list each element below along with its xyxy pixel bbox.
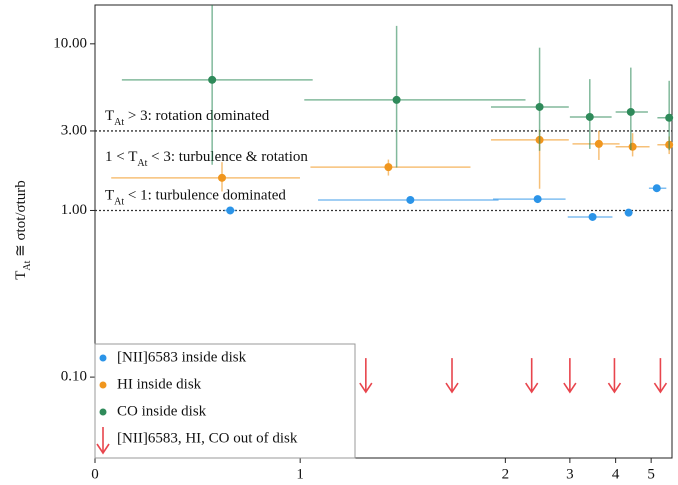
- x-tick-label: 5: [647, 466, 655, 482]
- y-tick-label: 1.00: [61, 202, 87, 218]
- upper-limit: [653, 358, 668, 394]
- legend-marker: [99, 381, 107, 389]
- data-point: [208, 75, 217, 84]
- legend-label: CO inside disk: [117, 403, 207, 419]
- upper-limit: [607, 358, 622, 394]
- data-point: [594, 139, 603, 148]
- upper-limit-head: [445, 382, 459, 394]
- legend-marker: [99, 354, 107, 362]
- upper-limit: [525, 358, 539, 394]
- legend-label: [NII]6583, HI, CO out of disk: [117, 430, 298, 446]
- data-point: [406, 195, 415, 204]
- y-axis-label-part: T: [13, 271, 29, 280]
- data-point: [392, 95, 401, 104]
- legend-box: [94, 343, 356, 459]
- data-point: [384, 163, 393, 172]
- upper-limit-head: [607, 382, 622, 394]
- data-point: [652, 184, 661, 193]
- upper-limit-head: [359, 382, 373, 394]
- upper-limit: [359, 358, 373, 394]
- data-point: [624, 208, 633, 217]
- annotation: TAt > 3: rotation dominated: [105, 108, 270, 127]
- legend-label: [NII]6583 inside disk: [117, 349, 247, 365]
- upper-limit-head: [525, 382, 539, 394]
- annotation-part: < 1: turbulence dominated: [124, 188, 286, 204]
- data-point: [226, 206, 235, 215]
- data-point: [218, 173, 227, 182]
- data-point: [535, 102, 544, 111]
- plot-frame: [94, 4, 673, 459]
- y-axis-label-part: At: [22, 260, 33, 270]
- annotation-part: < 3: turbulence & rotation: [147, 150, 308, 166]
- annotation-part: 1 < T: [105, 150, 137, 166]
- data-point: [533, 195, 542, 204]
- legend-marker-head: [96, 443, 110, 455]
- y-axis-label-part: ≅ σtot/σturb: [13, 180, 29, 260]
- annotation-part: At: [114, 117, 124, 128]
- upper-limit: [445, 358, 459, 394]
- annotation: 1 < TAt < 3: turbulence & rotation: [105, 150, 308, 169]
- legend-marker: [96, 427, 110, 455]
- annotation-part: At: [114, 196, 124, 207]
- y-tick-label: 10.00: [53, 35, 87, 51]
- x-tick-label: 3: [566, 466, 574, 482]
- y-tick-label: 0.10: [61, 369, 87, 385]
- y-tick-label: 3.00: [61, 122, 87, 138]
- x-tick-label: 1: [296, 466, 304, 482]
- x-tick-label: 0: [91, 466, 99, 482]
- data-point: [665, 113, 674, 122]
- data-point: [588, 212, 597, 221]
- legend-label: HI inside disk: [117, 376, 202, 392]
- data-point: [626, 107, 635, 116]
- data-point: [585, 112, 594, 121]
- annotation-part: At: [137, 158, 147, 169]
- upper-limit-head: [653, 382, 668, 394]
- annotation-part: > 3: rotation dominated: [124, 108, 270, 124]
- y-axis-label: TAt ≅ σtot/σturb: [13, 180, 32, 280]
- annotation: TAt < 1: turbulence dominated: [105, 188, 286, 207]
- x-tick-label: 4: [612, 466, 620, 482]
- upper-limit: [563, 358, 577, 394]
- x-tick-label: 2: [502, 466, 510, 482]
- annotation-part: T: [105, 188, 114, 204]
- upper-limit-head: [563, 382, 577, 394]
- annotation-part: T: [105, 108, 114, 124]
- legend-marker: [99, 408, 107, 416]
- data-point: [628, 142, 637, 151]
